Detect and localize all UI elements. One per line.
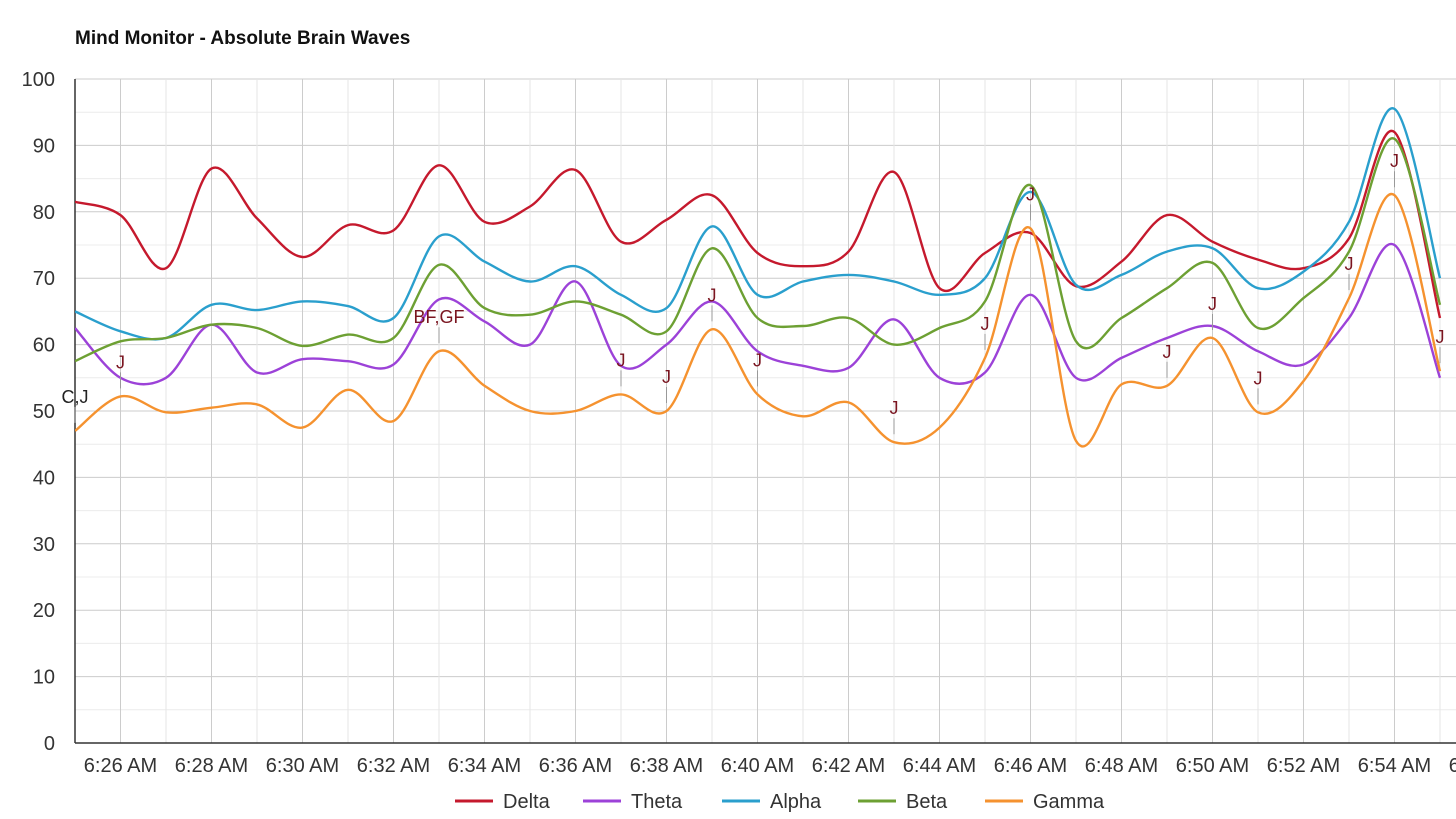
series-line-theta[interactable]	[75, 242, 1442, 386]
series-line-beta[interactable]	[75, 137, 1442, 363]
chart-title: Mind Monitor - Absolute Brain Waves	[75, 28, 410, 49]
x-tick-label: 6:42 AM	[812, 755, 885, 777]
x-tick-label: 6:30 AM	[266, 755, 339, 777]
x-tick-label: 6:44 AM	[903, 755, 976, 777]
annotation-label: J	[1163, 342, 1172, 362]
x-tick-label: 6:50 AM	[1176, 755, 1249, 777]
x-tick-label: 6:56 AM	[1449, 755, 1456, 777]
x-tick-label: 6:54 AM	[1358, 755, 1431, 777]
legend[interactable]: Delta Theta Alpha Beta Gamma	[455, 791, 1105, 813]
gridlines	[75, 78, 1456, 743]
x-tick-label: 6:26 AM	[84, 755, 157, 777]
annotation-label: J	[753, 350, 762, 370]
annotation-label: C,J	[62, 387, 89, 407]
legend-label: Beta	[906, 791, 948, 813]
x-tick-label: 6:46 AM	[994, 755, 1067, 777]
x-tick-label: 6:40 AM	[721, 755, 794, 777]
legend-item-delta[interactable]: Delta	[455, 791, 551, 813]
annotation-label: J	[1208, 294, 1217, 314]
x-tick-label: 6:28 AM	[175, 755, 248, 777]
x-tick-label: 6:38 AM	[630, 755, 703, 777]
annotation-label: J	[890, 398, 899, 418]
annotation-label: J	[708, 285, 717, 305]
annotation-label: J	[116, 352, 125, 372]
annotation-label: J	[1254, 368, 1263, 388]
legend-label: Gamma	[1033, 791, 1105, 813]
legend-label: Delta	[503, 791, 551, 813]
annotation-label: J	[617, 350, 626, 370]
x-tick-label: 6:36 AM	[539, 755, 612, 777]
y-tick-label: 60	[33, 335, 55, 357]
y-tick-label: 30	[33, 534, 55, 556]
annotation-label: J	[1436, 327, 1445, 347]
axes: 0 10 20 30 40 50 60 70 80 90 100 6:26 AM 6:28 AM 6:30…	[22, 69, 1456, 777]
annotation-label: J	[662, 367, 671, 387]
series-lines	[75, 107, 1442, 448]
y-tick-label: 90	[33, 135, 55, 157]
legend-item-theta[interactable]: Theta	[583, 791, 683, 813]
series-line-alpha[interactable]	[75, 107, 1442, 341]
y-tick-label: 100	[22, 69, 55, 91]
annotation-label: BF,GF	[413, 307, 464, 327]
legend-item-alpha[interactable]: Alpha	[722, 791, 822, 813]
y-tick-label: 80	[33, 202, 55, 224]
annotations: C,J J BF,GF J J J J J J J J J J J J J	[62, 151, 1445, 435]
y-tick-label: 40	[33, 467, 55, 489]
x-tick-label: 6:52 AM	[1267, 755, 1340, 777]
legend-label: Alpha	[770, 791, 822, 813]
x-tick-label: 6:34 AM	[448, 755, 521, 777]
annotation-label: J	[1390, 151, 1399, 171]
legend-item-beta[interactable]: Beta	[858, 791, 948, 813]
annotation-label: J	[1026, 184, 1035, 204]
series-line-delta[interactable]	[75, 129, 1442, 319]
legend-label: Theta	[631, 791, 683, 813]
y-tick-label: 20	[33, 600, 55, 622]
annotation-label: J	[1345, 254, 1354, 274]
y-tick-label: 10	[33, 667, 55, 689]
y-tick-label: 70	[33, 268, 55, 290]
annotation-label: J	[981, 314, 990, 334]
y-tick-label: 50	[33, 401, 55, 423]
x-tick-label: 6:48 AM	[1085, 755, 1158, 777]
x-tick-label: 6:32 AM	[357, 755, 430, 777]
y-tick-label: 0	[44, 733, 55, 755]
legend-item-gamma[interactable]: Gamma	[985, 791, 1105, 813]
series-line-gamma[interactable]	[75, 192, 1442, 448]
